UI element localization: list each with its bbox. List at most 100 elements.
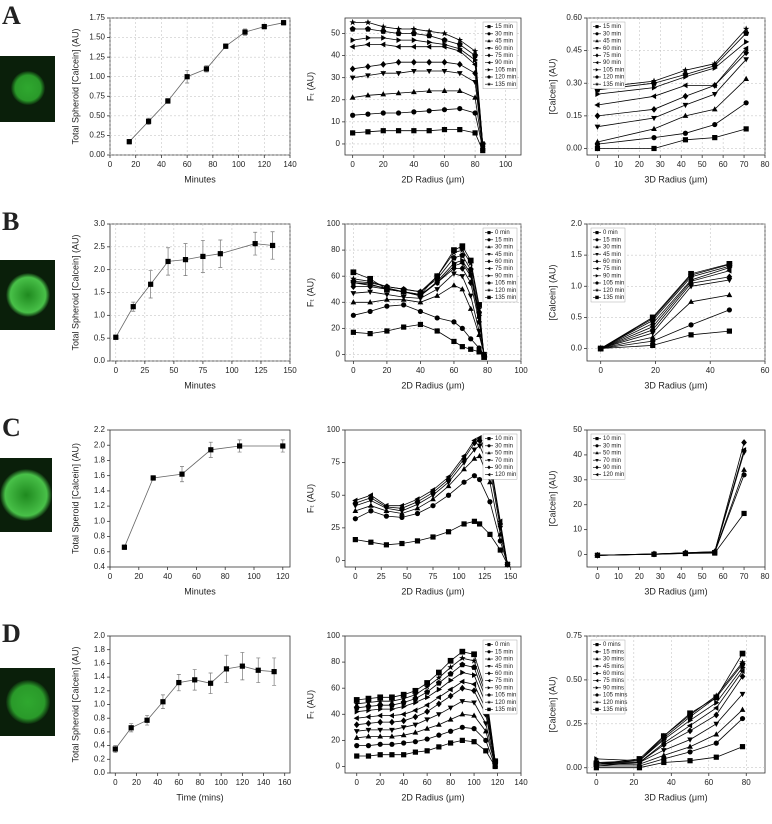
marker	[650, 77, 658, 84]
marker	[400, 294, 407, 301]
x-tick-label: 0	[351, 366, 356, 375]
y-tick-label: 0.60	[566, 13, 582, 22]
marker	[459, 344, 465, 350]
marker	[412, 707, 418, 714]
series-line	[352, 129, 484, 151]
x-tick-label: 80	[742, 778, 751, 787]
marker	[417, 288, 424, 295]
x-tick-label: 75	[429, 572, 438, 581]
legend-label: 15 min	[495, 649, 513, 655]
y-tick-label: 75	[331, 458, 340, 467]
x-tick-label: 25	[140, 366, 149, 375]
x-axis-title: Minutes	[184, 174, 216, 184]
marker	[401, 740, 407, 746]
marker	[714, 699, 720, 706]
legend-marker	[595, 32, 599, 36]
x-tick-label: 30	[656, 160, 665, 169]
marker	[594, 124, 601, 130]
x-tick-label: 40	[706, 366, 715, 375]
marker	[365, 743, 372, 749]
marker	[459, 654, 466, 662]
marker	[365, 92, 371, 98]
marker	[712, 121, 718, 128]
y-tick-label: 0	[336, 139, 341, 148]
legend-marker	[487, 664, 491, 669]
legend-label: 30 min	[603, 245, 621, 251]
plot-area	[109, 17, 291, 156]
marker	[459, 274, 466, 280]
y-tick-label: 0	[336, 556, 341, 565]
marker	[441, 107, 448, 113]
marker	[411, 88, 417, 95]
legend-marker	[487, 465, 491, 470]
marker	[380, 91, 387, 97]
legend-marker	[487, 238, 491, 242]
y-tick-label: 10	[573, 525, 582, 534]
marker	[353, 734, 360, 740]
marker	[594, 112, 601, 120]
marker	[472, 110, 478, 116]
marker	[497, 518, 503, 525]
marker	[497, 525, 504, 531]
x-tick-label: 50	[169, 366, 178, 375]
marker	[476, 443, 483, 449]
x-tick-label: 120	[276, 572, 290, 581]
marker	[660, 748, 667, 754]
marker	[126, 139, 132, 145]
x-tick-label: 20	[131, 160, 140, 169]
legend-label: 45 min	[603, 252, 621, 258]
legend-marker	[487, 437, 491, 441]
y-tick-label: 20	[331, 735, 340, 744]
x-tick-label: 10	[614, 572, 623, 581]
marker	[636, 756, 643, 762]
marker	[739, 658, 746, 666]
legend-marker	[487, 75, 491, 79]
marker	[726, 277, 733, 284]
marker	[398, 502, 405, 509]
marker	[476, 345, 482, 351]
spheroid	[6, 680, 50, 724]
marker	[682, 66, 689, 74]
series-line	[352, 21, 484, 145]
marker	[688, 298, 694, 304]
marker	[471, 47, 479, 55]
marker	[414, 505, 421, 511]
y-axis-title: Fₜ (AU)	[305, 484, 315, 513]
y-axis-title: Fₜ (AU)	[305, 72, 315, 101]
marker	[468, 346, 474, 352]
series-line	[600, 309, 730, 349]
marker	[447, 663, 454, 671]
legend-label: 15 min	[495, 24, 513, 30]
marker	[384, 303, 390, 309]
legend-marker	[595, 472, 599, 477]
legend-label: 45 mins	[603, 664, 624, 670]
x-tick-label: 0	[595, 572, 600, 581]
y-tick-label: 0	[578, 550, 583, 559]
y-tick-label: 0.25	[566, 719, 582, 728]
marker	[476, 476, 483, 483]
chart: 0.00 0.25 0.50 0.75 1.00 1.25 1.50 1.75 0 20 40 60 8…	[70, 13, 297, 184]
legend-marker	[487, 25, 491, 29]
x-tick-label: 30	[656, 572, 665, 581]
marker	[365, 727, 372, 734]
marker	[365, 63, 371, 70]
marker	[461, 521, 467, 527]
y-tick-label: 2.2	[94, 425, 106, 434]
marker	[208, 447, 214, 453]
x-tick-label: 80	[761, 160, 770, 169]
series-line	[352, 37, 484, 145]
marker	[412, 695, 419, 702]
legend-label: 135 min	[495, 295, 516, 301]
legend-marker	[595, 437, 599, 441]
y-tick-label: 80	[331, 245, 340, 254]
series-line	[600, 265, 730, 349]
marker	[471, 437, 477, 444]
x-tick-label: 100	[247, 572, 261, 581]
marker	[389, 694, 395, 701]
legend-marker	[595, 252, 599, 257]
series-line	[352, 61, 484, 147]
y-tick-label: 1.75	[89, 13, 105, 22]
legend-label: 105 min	[495, 67, 516, 73]
marker	[389, 752, 395, 758]
